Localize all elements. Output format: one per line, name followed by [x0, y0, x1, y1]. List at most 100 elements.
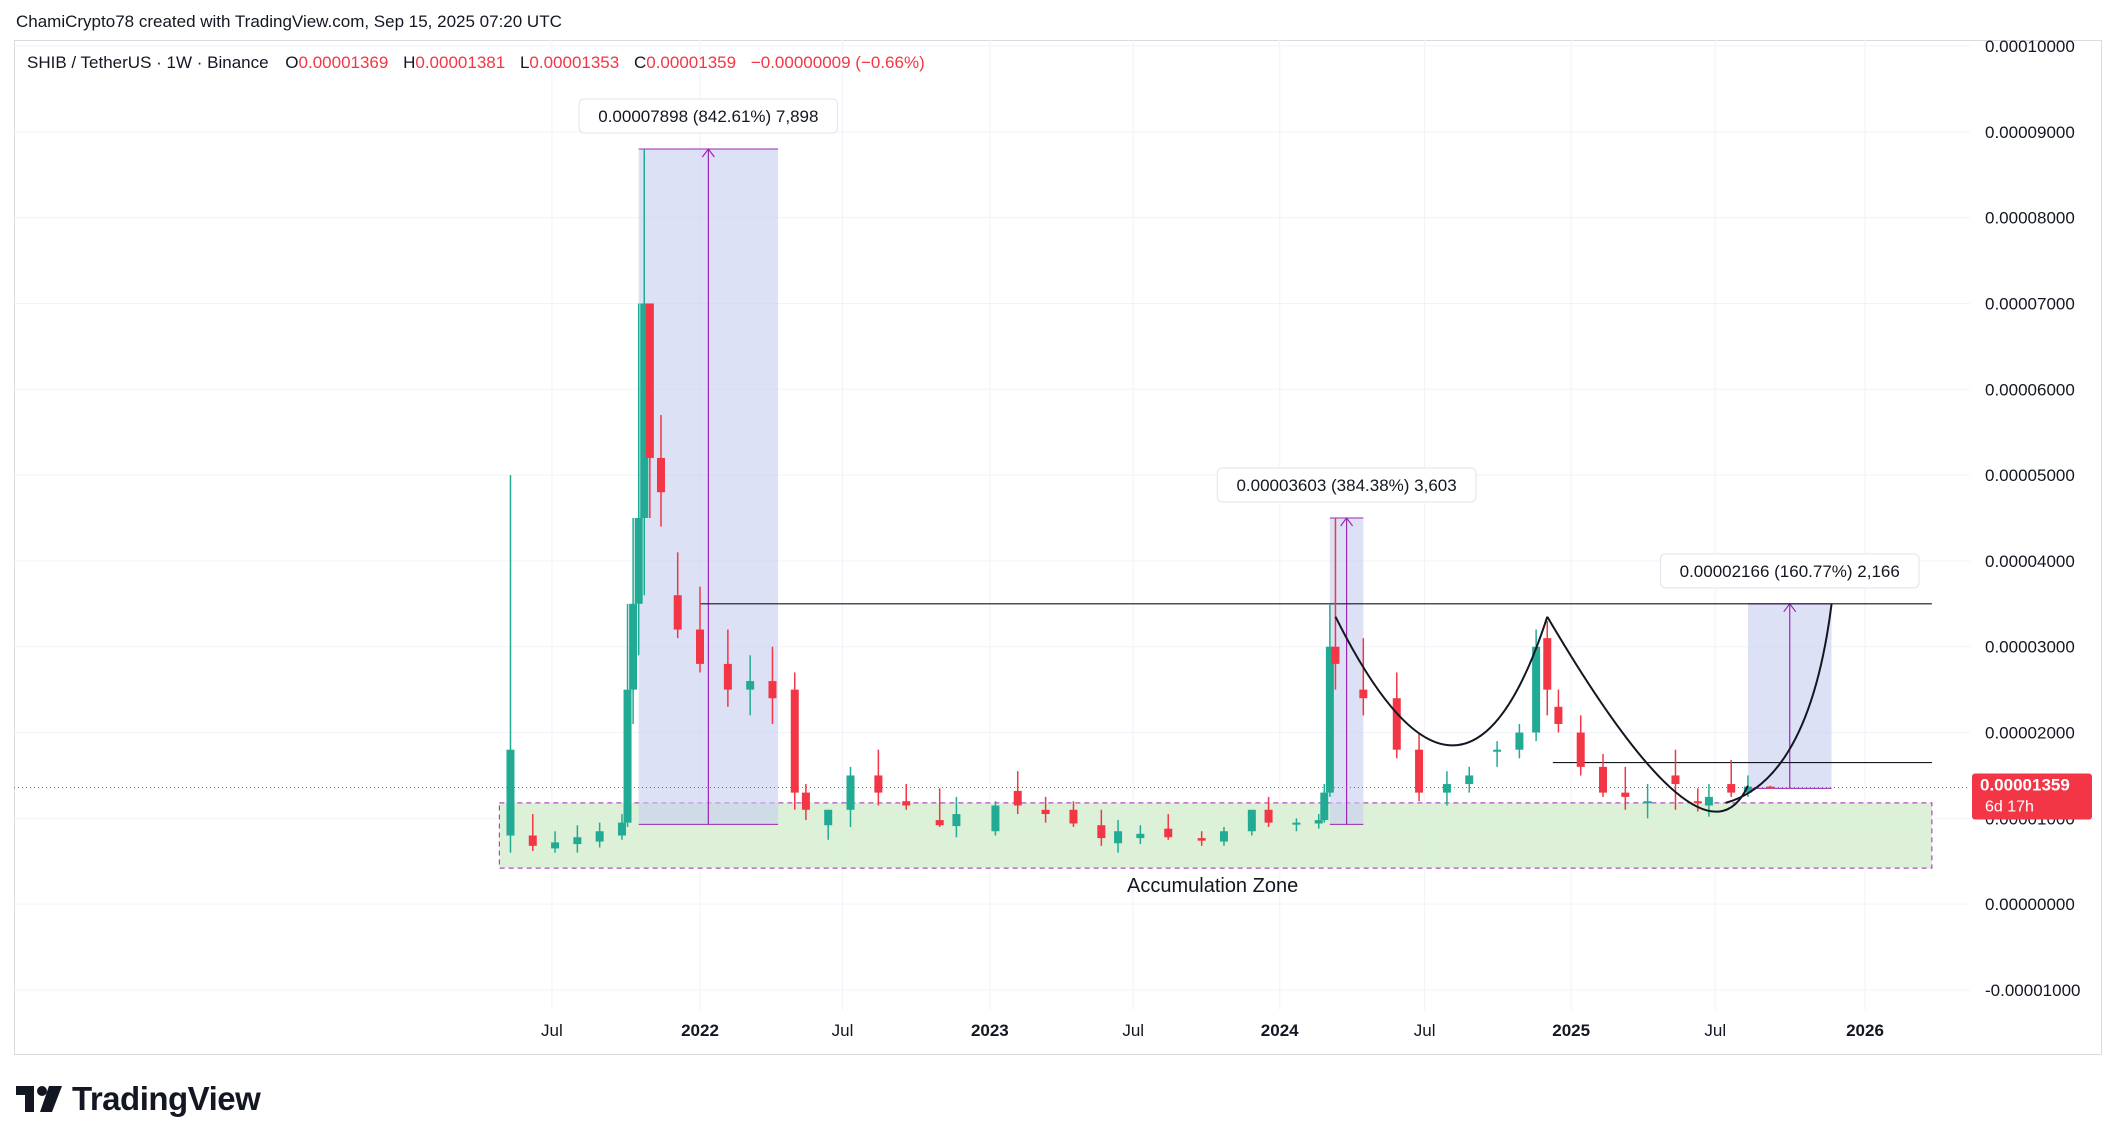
candle-body	[1197, 838, 1206, 841]
measure-layer	[638, 147, 1832, 825]
chart-frame[interactable]	[14, 40, 2102, 1055]
candle-body	[1359, 689, 1368, 699]
label-layer: 0.00007898 (842.61%) 7,898 0.00003603 (38…	[578, 98, 1920, 897]
candle-body	[1136, 833, 1145, 839]
candle-body	[1325, 646, 1334, 793]
chart-attribution: ChamiCrypto78 created with TradingView.c…	[16, 12, 562, 31]
candle-layer	[506, 148, 1775, 853]
candle-body	[595, 831, 604, 842]
candle-body	[801, 792, 810, 810]
y-tick-label: 0.00008000	[1985, 209, 2075, 228]
low-value: 0.00001353	[529, 53, 620, 72]
candle-body	[874, 775, 883, 793]
candle-body	[1164, 828, 1173, 838]
candle-body	[656, 457, 665, 493]
candle-body	[1114, 831, 1123, 844]
candle-body	[1515, 732, 1524, 750]
last-price-label: 0.00001359	[1980, 776, 2070, 795]
candle-body	[623, 689, 632, 823]
candle-body	[1743, 786, 1752, 793]
candle-body	[723, 663, 732, 690]
candle-body	[1415, 749, 1424, 793]
candle-body	[846, 775, 855, 810]
price-range-label: 0.00007898 (842.61%) 7,898	[598, 107, 818, 126]
candle-body	[1442, 784, 1451, 793]
tradingview-wordmark: TradingView	[72, 1080, 261, 1117]
candle-body	[1543, 638, 1552, 690]
price-range-label-box	[1216, 467, 1477, 503]
candle-body	[790, 689, 799, 793]
candle-body	[952, 814, 961, 827]
candle-body	[645, 303, 654, 458]
candle-body	[1097, 825, 1106, 839]
candle-body	[991, 805, 1000, 832]
candle-body	[1704, 796, 1713, 806]
cup-curve-left	[1334, 616, 1549, 747]
candle-body	[1643, 801, 1652, 804]
accumulation-zone-label: Accumulation Zone	[1127, 875, 1298, 897]
cup-curve-right	[1546, 616, 1749, 813]
candle-body	[696, 629, 704, 664]
candle-body	[551, 842, 560, 849]
candle-body	[634, 518, 643, 604]
candle-body	[1576, 732, 1585, 767]
candle-body	[1219, 831, 1228, 842]
open-key: O	[285, 53, 299, 72]
high-value: 0.00001381	[415, 53, 506, 72]
y-tick-label: 0.00009000	[1985, 123, 2075, 142]
candle-body	[528, 835, 537, 846]
candle-body	[1013, 790, 1022, 806]
symbol-name[interactable]: SHIB / TetherUS · 1W · Binance	[27, 53, 269, 72]
candle-body	[673, 595, 682, 630]
x-tick-label: 2024	[1261, 1021, 1299, 1040]
x-tick-label: 2022	[681, 1021, 719, 1040]
candle-body	[1331, 646, 1340, 664]
projection-curve	[1725, 603, 1833, 804]
x-tick-label: 2025	[1552, 1021, 1590, 1040]
candle-body	[1621, 792, 1630, 797]
candle-body	[935, 820, 944, 826]
x-tick-label: Jul	[1122, 1021, 1144, 1040]
tradingview-logo-icon	[16, 1086, 62, 1112]
price-range-label: 0.00002166 (160.77%) 2,166	[1680, 562, 1900, 581]
candle-body	[1041, 809, 1050, 815]
x-tick-label: 2023	[971, 1021, 1009, 1040]
y-tick-label: 0.00007000	[1985, 294, 2075, 313]
candle-body	[1532, 646, 1541, 733]
close-value: 0.00001359	[646, 53, 737, 72]
symbol-legend: SHIB / TetherUS · 1W · Binance O 0.000013…	[27, 53, 935, 73]
y-tick-label: 0.00010000	[1985, 37, 2075, 56]
price-range-label: 0.00003603 (384.38%) 3,603	[1236, 476, 1456, 495]
price-range-arrowhead	[1340, 517, 1354, 527]
x-tick-label: Jul	[1414, 1021, 1436, 1040]
candle-body	[629, 603, 638, 690]
last-price-tag	[1972, 773, 2092, 820]
x-tick-label: 2026	[1846, 1021, 1884, 1040]
candle-body	[506, 749, 515, 836]
axis-layer: 0.00010000 0.00009000 0.00008000 0.00007000…	[541, 37, 2092, 1040]
bar-countdown-label: 6d 17h	[1985, 799, 2034, 816]
candle-body	[824, 809, 833, 826]
candle-body	[640, 303, 649, 518]
y-tick-label: 0.00002000	[1985, 724, 2075, 743]
candle-body	[1727, 784, 1736, 793]
candle-body	[1314, 820, 1323, 824]
candle-body	[1247, 809, 1256, 832]
tradingview-brand[interactable]: TradingView	[16, 1080, 261, 1118]
candle-body	[902, 801, 911, 806]
low-key: L	[519, 53, 530, 72]
y-tick-label: 0.00000000	[1985, 895, 2075, 914]
curve-layer	[1334, 603, 1833, 813]
close-key: C	[633, 53, 647, 72]
candle-body	[1392, 698, 1401, 750]
candle-body	[1264, 809, 1273, 823]
hline-layer	[14, 603, 1970, 789]
candle-body	[1766, 786, 1775, 789]
candle-body	[746, 681, 755, 690]
y-tick-label: 0.00005000	[1985, 466, 2075, 485]
candle-body	[1320, 792, 1329, 821]
price-range-label-box	[1659, 553, 1920, 589]
y-tick-label: 0.00006000	[1985, 380, 2075, 399]
candle-body	[1693, 801, 1702, 804]
